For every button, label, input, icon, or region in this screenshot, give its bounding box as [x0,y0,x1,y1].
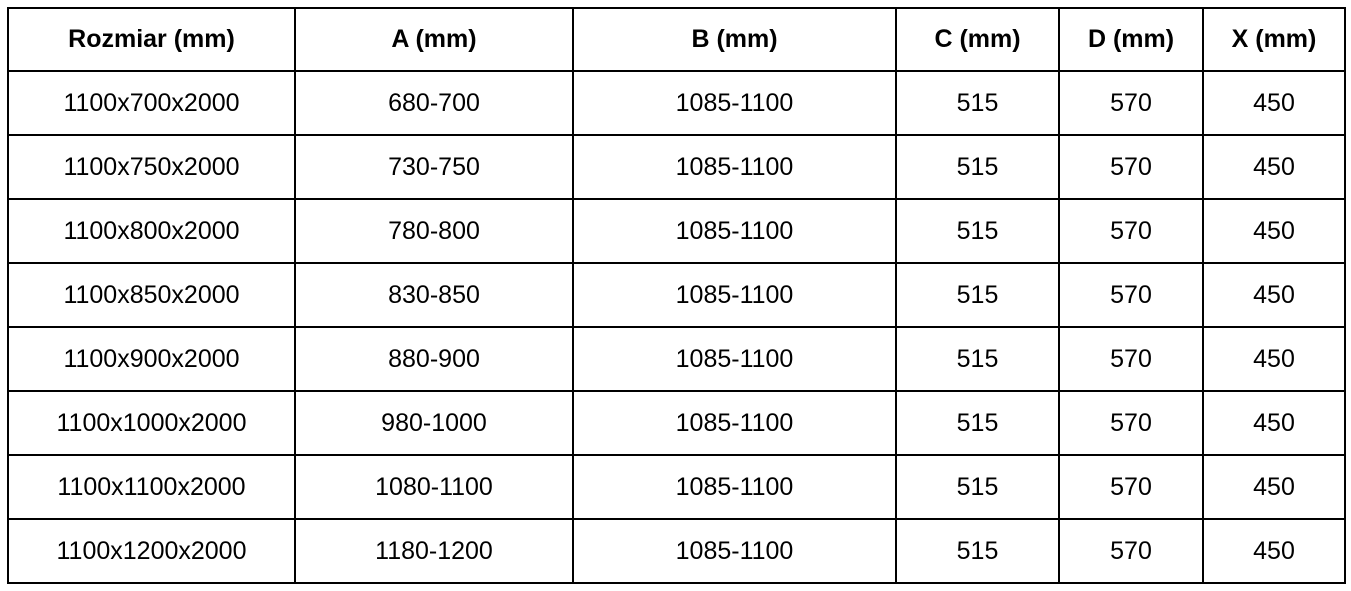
cell-d: 570 [1058,70,1204,136]
cell-x: 450 [1202,262,1346,328]
cell-x: 450 [1202,198,1346,264]
cell-size: 1100x750x2000 [7,134,296,200]
cell-d: 570 [1058,390,1204,456]
cell-x: 450 [1202,518,1346,584]
cell-b: 1085-1100 [572,518,897,584]
cell-d: 570 [1058,326,1204,392]
column-header-x: X (mm) [1202,7,1346,72]
cell-b: 1085-1100 [572,134,897,200]
cell-b: 1085-1100 [572,326,897,392]
table-row: 1100x1100x2000 1080-1100 1085-1100 515 570 45… [7,454,1346,520]
cell-a: 880-900 [294,326,574,392]
cell-a: 1180-1200 [294,518,574,584]
cell-b: 1085-1100 [572,454,897,520]
table-row: 1100x750x2000 730-750 1085-1100 515 570 450 [7,134,1346,200]
table-row: 1100x1200x2000 1180-1200 1085-1100 515 570 45… [7,518,1346,584]
cell-size: 1100x850x2000 [7,262,296,328]
cell-c: 515 [895,326,1060,392]
table-row: 1100x1000x2000 980-1000 1085-1100 515 570 450 [7,390,1346,456]
cell-a: 980-1000 [294,390,574,456]
cell-a: 780-800 [294,198,574,264]
cell-x: 450 [1202,326,1346,392]
cell-a: 1080-1100 [294,454,574,520]
cell-size: 1100x1200x2000 [7,518,296,584]
cell-c: 515 [895,390,1060,456]
cell-x: 450 [1202,134,1346,200]
cell-b: 1085-1100 [572,262,897,328]
cell-a: 730-750 [294,134,574,200]
cell-x: 450 [1202,390,1346,456]
cell-d: 570 [1058,262,1204,328]
table-row: 1100x800x2000 780-800 1085-1100 515 570 450 [7,198,1346,264]
column-header-d: D (mm) [1058,7,1204,72]
cell-size: 1100x700x2000 [7,70,296,136]
table-row: 1100x900x2000 880-900 1085-1100 515 570 450 [7,326,1346,392]
cell-d: 570 [1058,198,1204,264]
cell-d: 570 [1058,518,1204,584]
dimensions-table: Rozmiar (mm) A (mm) B (mm) C (mm) D (mm) X (m… [7,7,1346,584]
cell-size: 1100x1100x2000 [7,454,296,520]
cell-size: 1100x800x2000 [7,198,296,264]
cell-a: 830-850 [294,262,574,328]
cell-x: 450 [1202,454,1346,520]
column-header-b: B (mm) [572,7,897,72]
table-row: 1100x850x2000 830-850 1085-1100 515 570 450 [7,262,1346,328]
cell-c: 515 [895,70,1060,136]
cell-c: 515 [895,198,1060,264]
column-header-c: C (mm) [895,7,1060,72]
cell-b: 1085-1100 [572,70,897,136]
cell-a: 680-700 [294,70,574,136]
cell-d: 570 [1058,134,1204,200]
cell-size: 1100x900x2000 [7,326,296,392]
cell-d: 570 [1058,454,1204,520]
cell-c: 515 [895,262,1060,328]
cell-x: 450 [1202,70,1346,136]
cell-c: 515 [895,454,1060,520]
column-header-size: Rozmiar (mm) [7,7,296,72]
cell-c: 515 [895,518,1060,584]
column-header-a: A (mm) [294,7,574,72]
cell-b: 1085-1100 [572,198,897,264]
header-row: Rozmiar (mm) A (mm) B (mm) C (mm) D (mm) X (m… [7,7,1346,72]
cell-size: 1100x1000x2000 [7,390,296,456]
cell-b: 1085-1100 [572,390,897,456]
table-row: 1100x700x2000 680-700 1085-1100 515 570 450 [7,70,1346,136]
cell-c: 515 [895,134,1060,200]
